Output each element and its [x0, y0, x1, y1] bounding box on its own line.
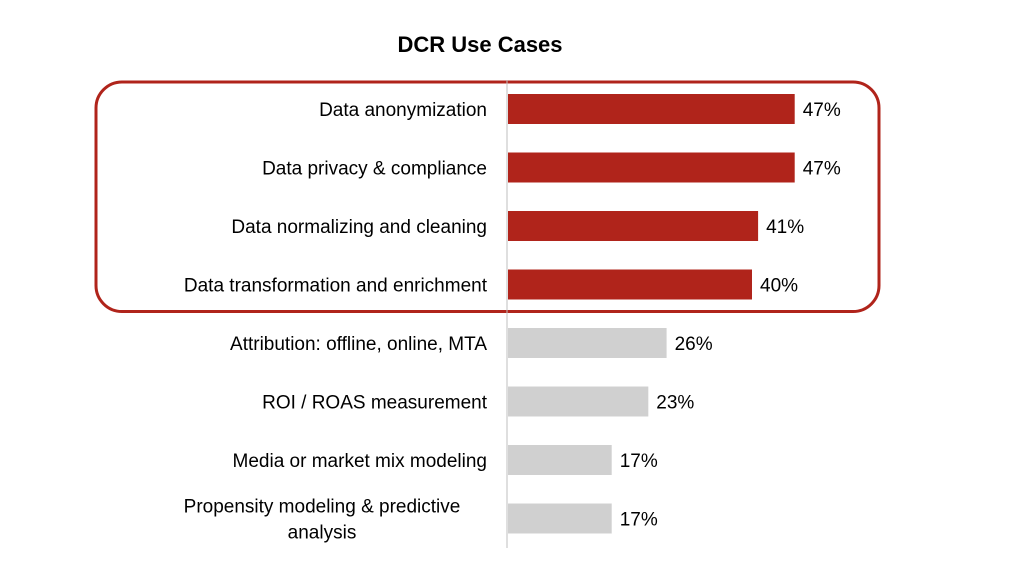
bar-6	[508, 386, 649, 417]
bar-5	[508, 328, 667, 358]
bar-8	[508, 503, 612, 534]
bar-7	[508, 445, 612, 475]
bar-4	[508, 269, 752, 300]
category-label-4: Data transformation and enrichment	[184, 276, 488, 297]
category-label-3: Data normalizing and cleaning	[231, 217, 487, 238]
data-label-7: 17%	[620, 451, 658, 472]
category-label-8: Propensity modeling & predictive analysis	[184, 497, 461, 544]
category-label-2: Data privacy & compliance	[262, 159, 487, 180]
bar-1	[508, 94, 795, 124]
data-label-5: 26%	[675, 334, 713, 355]
data-label-4: 40%	[760, 276, 798, 297]
data-label-8: 17%	[620, 510, 658, 531]
data-label-6: 23%	[656, 393, 694, 414]
data-label-1: 47%	[803, 100, 841, 121]
chart-title: DCR Use Cases	[397, 32, 563, 57]
category-label-1: Data anonymization	[319, 100, 487, 121]
data-label-2: 47%	[803, 159, 841, 180]
category-label-5: Attribution: offline, online, MTA	[230, 334, 487, 355]
bar-2	[508, 152, 795, 183]
category-label-7: Media or market mix modeling	[233, 451, 487, 472]
bar-3	[508, 211, 759, 241]
data-label-3: 41%	[766, 217, 804, 238]
category-label-6: ROI / ROAS measurement	[262, 393, 488, 414]
highlight-outline	[94, 80, 881, 313]
